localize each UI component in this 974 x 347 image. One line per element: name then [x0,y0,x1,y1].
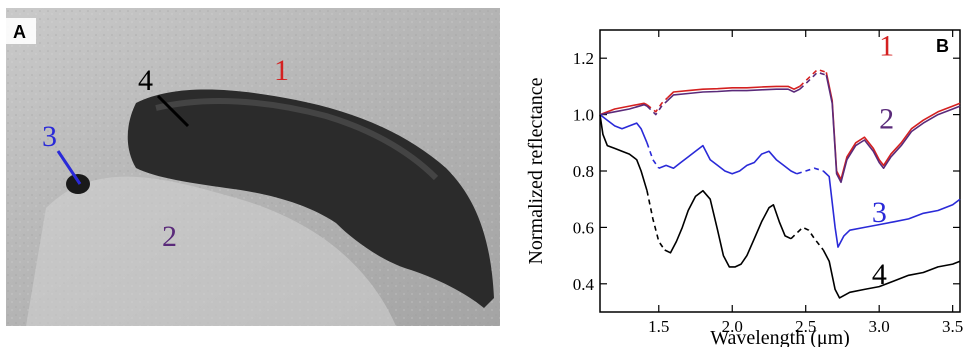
y-axis-label: Normalized reflectance [525,77,547,264]
x-tick-label: 2.0 [722,317,743,336]
y-tick-label: 1.2 [573,49,594,68]
x-axis-label: Wavelength (μm) [710,327,850,347]
series-2-line [599,103,648,116]
x-tick-label: 2.5 [795,317,816,336]
series-3-line [796,167,824,175]
series-2-label: 2 [879,103,894,136]
x-tick-label: 1.5 [648,317,669,336]
y-tick-label: 1.0 [573,106,594,125]
marker-3-label: 3 [42,120,57,153]
series-1-line [799,68,827,87]
series-2-line [799,71,827,90]
x-tick-label: 3.0 [869,317,890,336]
series-3-line [822,170,961,248]
series-3-line [658,144,798,175]
reflectance-chart: 1.5 2.0 2.5 3.0 3.5 0.4 0.6 0.8 1.0 1.2 Wavelength… [525,29,963,347]
panel-a-image: A 1 2 3 4 [6,8,500,326]
panel-letter-box [6,18,36,44]
series-1-line [599,102,648,116]
series-4-label: 4 [872,258,887,291]
y-tick-label: 0.8 [573,162,594,181]
marker-2-label: 2 [162,220,177,253]
series-1-label: 1 [879,29,894,62]
dark-scarp-region [127,89,494,309]
series-4-line [822,249,961,299]
x-tick-label: 3.5 [942,317,963,336]
dark-spot [66,174,90,194]
y-tick-label: 0.4 [573,275,595,294]
panel-a-label: A [13,22,26,42]
series-2-line [825,74,961,184]
series-4-line [646,190,666,251]
series-1-line [667,85,801,99]
marker-4-label: 4 [138,64,153,97]
series-4-line [599,114,648,191]
series-2-line [667,88,801,102]
series-3-label: 3 [872,196,887,229]
series-3-line [646,142,660,169]
marker-4-leader [156,94,190,128]
plot-frame [599,29,961,313]
terrain-slope [26,176,396,326]
series-1-line [825,72,961,181]
y-tick-label: 0.6 [573,218,594,237]
series-4-line [664,189,792,268]
panel-b-label: B [936,36,949,56]
series-3-line [599,113,648,144]
plot-area: 1.5 2.0 2.5 3.0 3.5 0.4 0.6 0.8 1.0 1.2 Wavelength… [525,29,963,347]
marker-3-leader [56,150,82,185]
series-4-line [790,226,824,251]
marker-1-label: 1 [274,54,289,87]
